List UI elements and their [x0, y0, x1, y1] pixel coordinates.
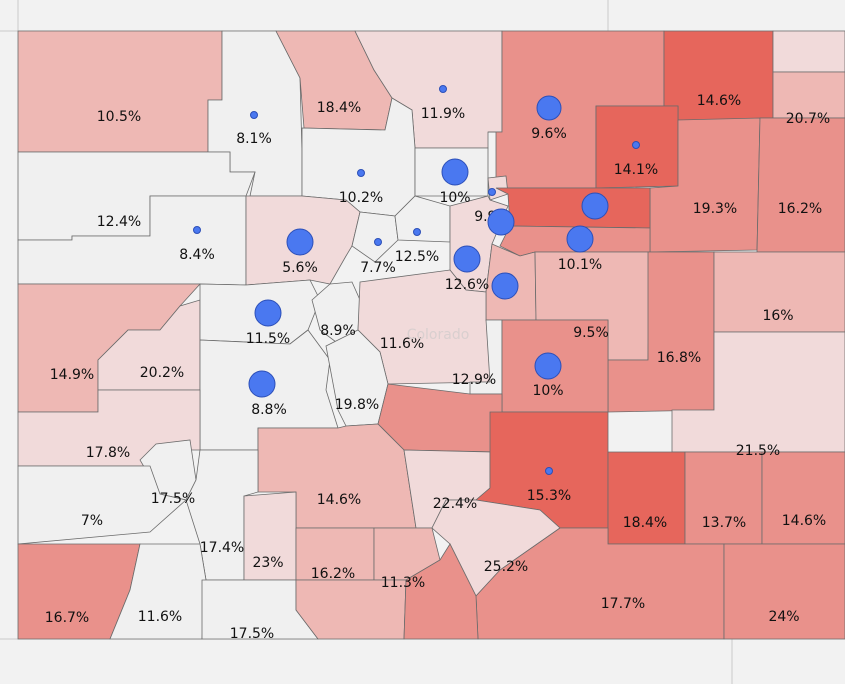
- county-label-moffat: 10.5%: [97, 109, 141, 125]
- county-label-huerfano: 25.2%: [484, 559, 528, 575]
- adams-bubble-a[interactable]: [487, 208, 515, 236]
- county-label-montrose: 17.8%: [86, 445, 130, 461]
- county-kit-carson[interactable]: [713, 251, 845, 333]
- county-label-montezuma: 16.7%: [45, 610, 89, 626]
- county-label-larimer: 11.9%: [421, 106, 465, 122]
- county-baca[interactable]: [723, 543, 845, 640]
- douglas-bubble[interactable]: [491, 272, 519, 300]
- clear-creek-bubble[interactable]: [413, 228, 421, 236]
- county-label-hinsdale: 17.4%: [200, 540, 244, 556]
- routt-bubble[interactable]: [250, 111, 258, 119]
- garfield-bubble[interactable]: [193, 226, 201, 234]
- county-label-jackson: 18.4%: [317, 100, 361, 116]
- state-label: Colorado: [407, 327, 470, 343]
- adams-bubble-b[interactable]: [581, 192, 609, 220]
- el-paso-bubble[interactable]: [534, 352, 562, 380]
- eagle-bubble[interactable]: [286, 228, 314, 256]
- county-label-archuleta: 17.5%: [230, 626, 274, 642]
- county-label-washington: 19.3%: [693, 201, 737, 217]
- gunnison-bubble[interactable]: [248, 370, 276, 398]
- county-label-la-plata: 11.6%: [138, 609, 182, 625]
- county-label-otero: 17.7%: [601, 596, 645, 612]
- county-label-ouray: 17.5%: [151, 491, 195, 507]
- morgan-bubble[interactable]: [632, 141, 640, 149]
- county-label-elbert: 9.5%: [573, 325, 609, 341]
- county-label-gunnison: 8.8%: [251, 402, 287, 418]
- county-label-morgan: 14.1%: [614, 162, 658, 178]
- county-label-saguache: 14.6%: [317, 492, 361, 508]
- pueblo-bubble[interactable]: [545, 467, 553, 475]
- weld-bubble[interactable]: [536, 95, 562, 121]
- county-label-prowers: 14.6%: [782, 513, 826, 529]
- county-label-routt: 8.1%: [236, 131, 272, 147]
- county-adams[interactable]: [495, 187, 651, 229]
- county-label-kit-carson: 16%: [762, 308, 793, 324]
- county-label-pitkin: 11.5%: [246, 331, 290, 347]
- county-label-lincoln: 16.8%: [657, 350, 701, 366]
- county-label-lake: 8.9%: [320, 323, 356, 339]
- county-label-boulder: 10%: [439, 190, 470, 206]
- county-yuma[interactable]: [756, 117, 845, 253]
- county-label-mesa: 14.9%: [50, 367, 94, 383]
- county-sedgwick[interactable]: [772, 30, 845, 73]
- county-label-clear-creek: 12.5%: [395, 249, 439, 265]
- county-label-mineral: 23%: [252, 555, 283, 571]
- county-label-park: 11.6%: [380, 336, 424, 352]
- county-label-grand: 10.2%: [339, 190, 383, 206]
- county-label-delta: 20.2%: [140, 365, 184, 381]
- county-label-cheyenne: 21.5%: [736, 443, 780, 459]
- county-prowers[interactable]: [761, 451, 845, 545]
- county-label-pueblo: 15.3%: [527, 488, 571, 504]
- county-moffat[interactable]: [17, 30, 223, 153]
- county-label-san-miguel: 7%: [81, 513, 103, 529]
- county-label-weld: 9.6%: [531, 126, 567, 142]
- county-label-crowley: 18.4%: [623, 515, 667, 531]
- county-label-custer: 22.4%: [433, 496, 477, 512]
- county-label-alamosa: 11.3%: [381, 575, 425, 591]
- county-label-eagle: 5.6%: [282, 260, 318, 276]
- county-label-el-paso: 10%: [532, 383, 563, 399]
- county-label-rio-grande: 16.2%: [311, 566, 355, 582]
- larimer-bubble[interactable]: [439, 85, 447, 93]
- county-label-yuma: 16.2%: [778, 201, 822, 217]
- county-label-rio-blanco: 12.4%: [97, 214, 141, 230]
- county-label-teller: 12.9%: [452, 372, 496, 388]
- jefferson-bubble[interactable]: [453, 245, 481, 273]
- county-label-kiowa: 13.7%: [702, 515, 746, 531]
- county-label-baca: 24%: [768, 609, 799, 625]
- pitkin-bubble[interactable]: [254, 299, 282, 327]
- county-label-phillips: 20.7%: [786, 111, 830, 127]
- county-costilla[interactable]: [403, 543, 479, 640]
- county-fremont[interactable]: [377, 383, 503, 453]
- county-label-summit: 7.7%: [360, 260, 396, 276]
- boulder-bubble[interactable]: [441, 158, 469, 186]
- summit-bubble[interactable]: [374, 238, 382, 246]
- county-label-chaffee: 19.8%: [335, 397, 379, 413]
- broomfield-bubble[interactable]: [488, 188, 496, 196]
- county-label-arapahoe: 10.1%: [558, 257, 602, 273]
- county-label-jefferson: 12.6%: [445, 277, 489, 293]
- grand-bubble[interactable]: [357, 169, 365, 177]
- arapahoe-bubble[interactable]: [566, 225, 594, 253]
- county-summit[interactable]: [351, 211, 399, 263]
- county-label-garfield: 8.4%: [179, 247, 215, 263]
- county-label-logan: 14.6%: [697, 93, 741, 109]
